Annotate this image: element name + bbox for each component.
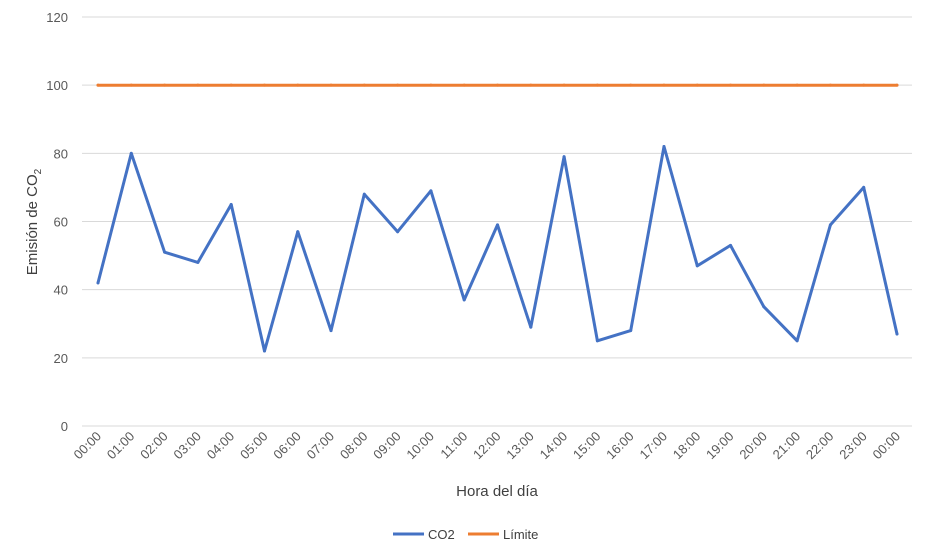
data-point [96,281,100,285]
x-tick-label: 18:00 [670,429,704,463]
data-point [795,339,799,343]
x-tick-label: 08:00 [337,429,371,463]
data-point [462,298,466,302]
x-tick-label: 19:00 [703,429,737,463]
y-axis-ticks: 0 20 40 60 80 100 120 [46,10,68,434]
x-tick-label: 22:00 [803,429,837,463]
gridlines [82,16,912,427]
data-point [129,83,133,87]
data-point [695,83,699,87]
y-axis-title-main: Emisión de CO [24,174,41,275]
data-point [462,83,466,87]
data-point [229,83,233,87]
legend-label-co2: CO2 [428,527,455,542]
y-tick-label: 80 [54,146,68,161]
data-point [662,83,666,87]
data-point [862,185,866,189]
x-tick-label: 20:00 [736,429,770,463]
data-point [229,202,233,206]
x-axis-title: Hora del día [456,483,538,500]
x-tick-label: 23:00 [836,429,870,463]
x-tick-label: 01:00 [104,429,138,463]
data-point [595,83,599,87]
x-tick-label: 05:00 [237,429,271,463]
data-point [562,83,566,87]
x-tick-label: 17:00 [636,429,670,463]
data-point [163,250,167,254]
data-point [396,83,400,87]
x-tick-label: 10:00 [403,429,437,463]
x-tick-label: 02:00 [137,429,171,463]
data-point [895,83,899,87]
data-point [396,230,400,234]
x-axis-ticks: 00:00 01:00 02:00 03:00 04:00 05:00 06:00 07:00… [71,429,904,463]
data-point [595,339,599,343]
y-tick-label: 0 [61,419,68,434]
data-point [828,223,832,227]
data-point [429,189,433,193]
data-point [629,83,633,87]
data-point [662,145,666,149]
y-tick-label: 40 [54,283,68,298]
x-tick-label: 07:00 [304,429,338,463]
data-point [762,83,766,87]
data-point [129,151,133,155]
x-tick-label: 11:00 [437,429,470,462]
data-point [163,83,167,87]
data-point [729,243,733,247]
y-axis-title: Emisión de CO2 [24,168,44,275]
data-point [795,83,799,87]
data-point [895,332,899,336]
data-point [695,264,699,268]
legend: CO2 Límite [393,527,538,542]
series-lines [96,83,899,353]
y-tick-label: 20 [54,351,68,366]
x-tick-label: 12:00 [470,429,504,463]
x-tick-label: 04:00 [204,429,238,463]
x-tick-label: 21:00 [770,429,804,463]
data-point [729,83,733,87]
series-line-co2 [96,145,899,353]
data-point [329,83,333,87]
data-point [329,329,333,333]
data-point [362,192,366,196]
x-tick-label: 06:00 [270,429,304,463]
data-point [496,223,499,227]
data-point [296,230,300,234]
data-point [429,83,433,87]
legend-label-limite: Límite [503,527,538,542]
x-tick-label: 03:00 [170,429,204,463]
x-tick-label: 00:00 [870,429,904,463]
y-tick-label: 60 [54,215,68,230]
data-point [529,325,533,329]
data-point [262,83,266,87]
data-point [562,155,566,159]
data-point [196,83,200,87]
y-tick-label: 100 [46,78,68,93]
data-point [262,349,266,353]
data-point [296,83,300,87]
data-point [629,329,633,333]
data-point [496,83,499,87]
data-point [529,83,533,87]
data-point [862,83,866,87]
y-axis-title-subscript: 2 [33,168,44,174]
data-point [828,83,832,87]
data-point [96,83,100,87]
x-tick-label: 14:00 [537,429,571,463]
y-tick-label: 120 [46,10,68,25]
x-tick-label: 09:00 [370,429,404,463]
x-tick-label: 16:00 [603,429,637,463]
x-tick-label: 15:00 [570,429,604,463]
data-point [362,83,366,87]
x-tick-label: 00:00 [71,429,105,463]
x-tick-label: 13:00 [503,429,537,463]
data-point [762,305,766,309]
data-point [196,260,200,264]
